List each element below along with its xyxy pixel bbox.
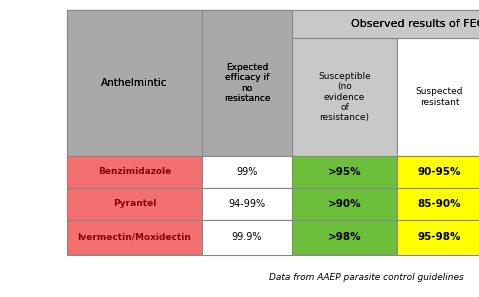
Text: Observed results of FECRT: Observed results of FECRT bbox=[351, 19, 479, 29]
Bar bbox=[397, 188, 479, 220]
Bar bbox=[202, 220, 292, 255]
Bar bbox=[292, 220, 397, 255]
Bar bbox=[397, 220, 479, 255]
Bar bbox=[67, 10, 202, 38]
Text: Benzimidazole: Benzimidazole bbox=[98, 168, 171, 176]
Text: >90%: >90% bbox=[328, 199, 361, 209]
Text: Expected
efficacy if
no
resistance: Expected efficacy if no resistance bbox=[224, 63, 270, 103]
Text: 95-98%: 95-98% bbox=[418, 233, 461, 242]
Text: >95%: >95% bbox=[328, 167, 361, 177]
Text: 94-99%: 94-99% bbox=[228, 199, 265, 209]
Bar bbox=[67, 188, 202, 220]
Text: Suspected
resistant: Suspected resistant bbox=[416, 87, 463, 107]
Bar bbox=[202, 10, 292, 156]
Text: Data from AAEP parasite control guidelines: Data from AAEP parasite control guidelin… bbox=[269, 273, 464, 282]
Text: 90-95%: 90-95% bbox=[418, 167, 461, 177]
Text: 99%: 99% bbox=[236, 167, 258, 177]
Text: Anthelmintic: Anthelmintic bbox=[101, 78, 168, 88]
Bar bbox=[292, 156, 397, 188]
Bar bbox=[67, 10, 202, 156]
Bar bbox=[397, 38, 479, 156]
Text: Susceptible
(no
evidence
of
resistance): Susceptible (no evidence of resistance) bbox=[318, 72, 371, 122]
Bar bbox=[292, 10, 479, 38]
Bar bbox=[202, 10, 292, 38]
Bar bbox=[202, 156, 292, 188]
Bar bbox=[67, 220, 202, 255]
Bar bbox=[67, 156, 202, 188]
Bar bbox=[67, 10, 202, 156]
Bar bbox=[292, 38, 397, 156]
Text: Expected
efficacy if
no
resistance: Expected efficacy if no resistance bbox=[224, 63, 270, 103]
Text: 85-90%: 85-90% bbox=[418, 199, 461, 209]
Text: 99.9%: 99.9% bbox=[232, 233, 262, 242]
Text: Anthelmintic: Anthelmintic bbox=[101, 78, 168, 88]
Bar bbox=[202, 10, 292, 156]
Text: >98%: >98% bbox=[328, 233, 361, 242]
Text: Pyrantel: Pyrantel bbox=[113, 200, 156, 208]
Bar bbox=[292, 188, 397, 220]
Text: Ivermectin/Moxidectin: Ivermectin/Moxidectin bbox=[78, 233, 192, 242]
Bar bbox=[397, 156, 479, 188]
Bar bbox=[202, 188, 292, 220]
Bar bbox=[292, 10, 479, 38]
Text: Observed results of FECRT: Observed results of FECRT bbox=[351, 19, 479, 29]
